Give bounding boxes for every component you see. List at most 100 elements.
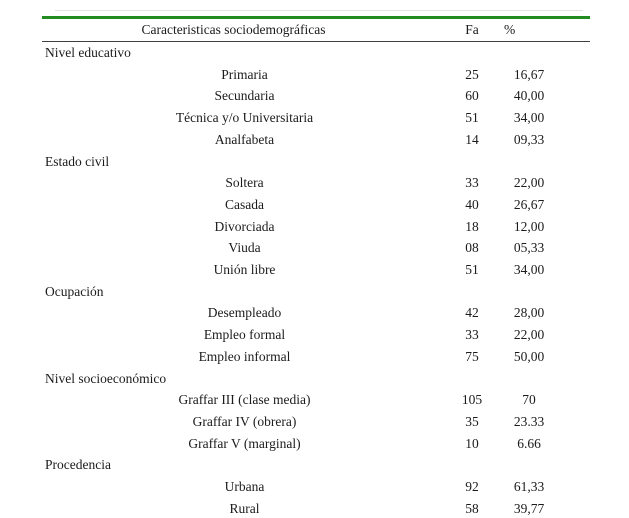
pct-value: 23.33 [513, 413, 545, 429]
pct-value: 05,33 [513, 240, 545, 256]
table-row: Secundaria 60 40,00 [42, 85, 590, 107]
row-label: Analfabeta [214, 131, 275, 147]
pct-value: 09,33 [513, 131, 545, 147]
row-spacer [561, 129, 590, 151]
table-row: Técnica y/o Universitaria 51 34,00 [42, 107, 590, 129]
column-header-characteristics: Caracteristicas sociodemográficas [42, 17, 447, 42]
row-spacer [561, 194, 590, 216]
row-spacer [561, 172, 590, 194]
pct-value: 50,00 [513, 348, 545, 364]
table-row: Graffar V (marginal) 10 6.66 [42, 433, 590, 455]
pct-value: 61,33 [513, 479, 545, 495]
section-row: Estado civil [42, 151, 590, 173]
table-row: Viuda 08 05,33 [42, 237, 590, 259]
row-label: Viuda [228, 240, 261, 256]
table-row: Empleo informal 75 50,00 [42, 346, 590, 368]
section-row: Nivel socioeconómico [42, 368, 590, 390]
header-row: Caracteristicas sociodemográficas Fa % [42, 17, 590, 42]
row-spacer [561, 476, 590, 498]
fa-value: 75 [465, 348, 479, 364]
section-label: Nivel educativo [45, 45, 131, 60]
row-spacer [561, 498, 590, 518]
scan-artifact-line [55, 10, 583, 11]
row-label: Unión libre [213, 262, 276, 278]
row-label: Técnica y/o Universitaria [175, 110, 314, 126]
fa-value: 33 [465, 327, 479, 343]
fa-value: 58 [465, 500, 479, 516]
section-row: Nivel educativo [42, 42, 590, 64]
fa-value: 40 [465, 196, 479, 212]
section-label: Nivel socioeconómico [45, 370, 167, 386]
row-spacer [561, 259, 590, 281]
section-label: Ocupación [45, 283, 104, 299]
fa-value: 25 [465, 66, 479, 82]
fa-value: 14 [465, 131, 479, 147]
sociodemographics-table: Caracteristicas sociodemográficas Fa % N… [42, 16, 590, 518]
table-row: Primaria 25 16,67 [42, 64, 590, 86]
column-header-percent: % [497, 17, 561, 42]
section-label: Procedencia [45, 457, 111, 473]
row-spacer [561, 216, 590, 238]
fa-value: 92 [465, 479, 479, 495]
row-label: Casada [225, 196, 264, 212]
fa-value: 08 [465, 240, 479, 256]
fa-value: 51 [465, 110, 479, 126]
pct-value: 34,00 [513, 110, 545, 126]
pct-value: 22,00 [513, 175, 545, 191]
pct-value: 40,00 [513, 88, 545, 104]
fa-value: 35 [465, 413, 479, 429]
row-spacer [561, 64, 590, 86]
table-row: Rural 58 39,77 [42, 498, 590, 518]
row-label: Graffar IV (obrera) [192, 413, 297, 429]
section-row: Procedencia [42, 454, 590, 476]
pct-value: 12,00 [513, 218, 545, 234]
table-row: Graffar III (clase media) 105 70 [42, 389, 590, 411]
row-spacer [561, 107, 590, 129]
row-spacer [561, 346, 590, 368]
section-row: Ocupación [42, 281, 590, 303]
row-label: Graffar III (clase media) [178, 392, 311, 408]
pct-value: 70 [522, 392, 536, 408]
table-row: Graffar IV (obrera) 35 23.33 [42, 411, 590, 433]
pct-value: 39,77 [513, 500, 545, 516]
fa-value: 105 [461, 392, 483, 408]
row-label: Divorciada [214, 218, 275, 234]
fa-value: 60 [465, 88, 479, 104]
pct-value: 28,00 [513, 305, 545, 321]
table-row: Unión libre 51 34,00 [42, 259, 590, 281]
row-label: Desempleado [207, 305, 282, 321]
pct-value: 22,00 [513, 327, 545, 343]
row-label: Graffar V (marginal) [188, 435, 301, 451]
fa-value: 10 [465, 435, 479, 451]
header-spacer [561, 17, 590, 42]
pct-value: 26,67 [513, 196, 545, 212]
row-label: Soltera [225, 175, 264, 191]
row-label: Secundaria [214, 88, 275, 104]
table-body: Nivel educativo Primaria 25 16,67 Secundaria… [42, 42, 590, 518]
row-label: Urbana [224, 479, 265, 495]
row-spacer [561, 411, 590, 433]
row-spacer [561, 237, 590, 259]
row-spacer [561, 433, 590, 455]
table-row: Desempleado 42 28,00 [42, 302, 590, 324]
table-row: Casada 40 26,67 [42, 194, 590, 216]
row-spacer [561, 85, 590, 107]
row-label: Empleo formal [203, 327, 286, 343]
fa-value: 42 [465, 305, 479, 321]
row-label: Empleo informal [198, 348, 291, 364]
section-label: Estado civil [45, 153, 110, 169]
column-header-fa: Fa [447, 17, 497, 42]
table-row: Divorciada 18 12,00 [42, 216, 590, 238]
pct-value: 34,00 [513, 262, 545, 278]
table-row: Urbana 92 61,33 [42, 476, 590, 498]
row-spacer [561, 324, 590, 346]
row-spacer [561, 302, 590, 324]
pct-value: 16,67 [513, 66, 545, 82]
row-label: Primaria [221, 66, 268, 82]
row-spacer [561, 389, 590, 411]
fa-value: 18 [465, 218, 479, 234]
table-row: Analfabeta 14 09,33 [42, 129, 590, 151]
pct-value: 6.66 [517, 435, 541, 451]
row-label: Rural [229, 500, 260, 516]
